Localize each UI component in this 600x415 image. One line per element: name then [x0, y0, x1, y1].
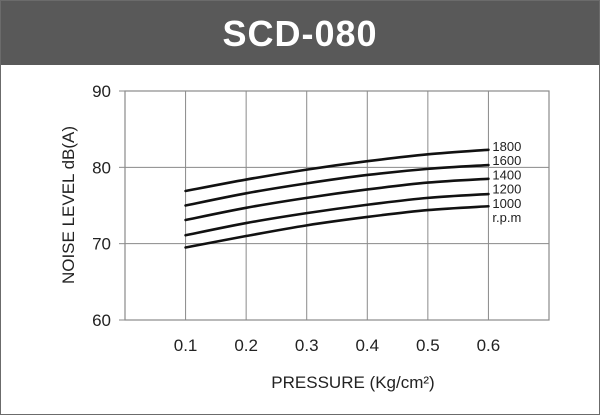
series-lines: [184, 148, 490, 249]
y-tick-label: 90: [92, 82, 111, 101]
tick-labels: 0.1 0.2 0.3 0.4 0.5 0.6 90 80 70 60: [92, 82, 500, 355]
y-tick-label: 70: [92, 235, 111, 254]
series-label-1000: 1000: [492, 196, 521, 211]
y-axis-label: NOISE LEVEL dB(A): [59, 126, 78, 284]
x-tick-label: 0.4: [355, 336, 379, 355]
x-tick-label: 0.1: [174, 336, 198, 355]
x-tick-label: 0.2: [234, 336, 258, 355]
y-tick-label: 80: [92, 158, 111, 177]
series-line-1400: [184, 177, 490, 222]
plot-border: [124, 90, 550, 321]
x-tick-label: 0.3: [295, 336, 319, 355]
series-label-1600: 1600: [492, 153, 521, 168]
x-tick-label: 0.5: [416, 336, 440, 355]
grid: [119, 90, 550, 321]
series-line-1000: [184, 204, 490, 249]
series-line-1200: [184, 192, 490, 237]
series-label-1800: 1800: [492, 139, 521, 154]
x-tick-label: 0.6: [477, 336, 501, 355]
series-line-1800: [184, 148, 490, 193]
chart-title: SCD-080: [222, 13, 378, 54]
series-label-1400: 1400: [492, 167, 521, 182]
x-axis-label: PRESSURE (Kg/cm²): [271, 373, 434, 392]
y-tick-label: 60: [92, 311, 111, 330]
title-bar: SCD-080: [1, 1, 599, 65]
series-label-1200: 1200: [492, 182, 521, 197]
rpm-unit-label: r.p.m: [492, 210, 521, 225]
series-line-1600: [184, 163, 490, 207]
